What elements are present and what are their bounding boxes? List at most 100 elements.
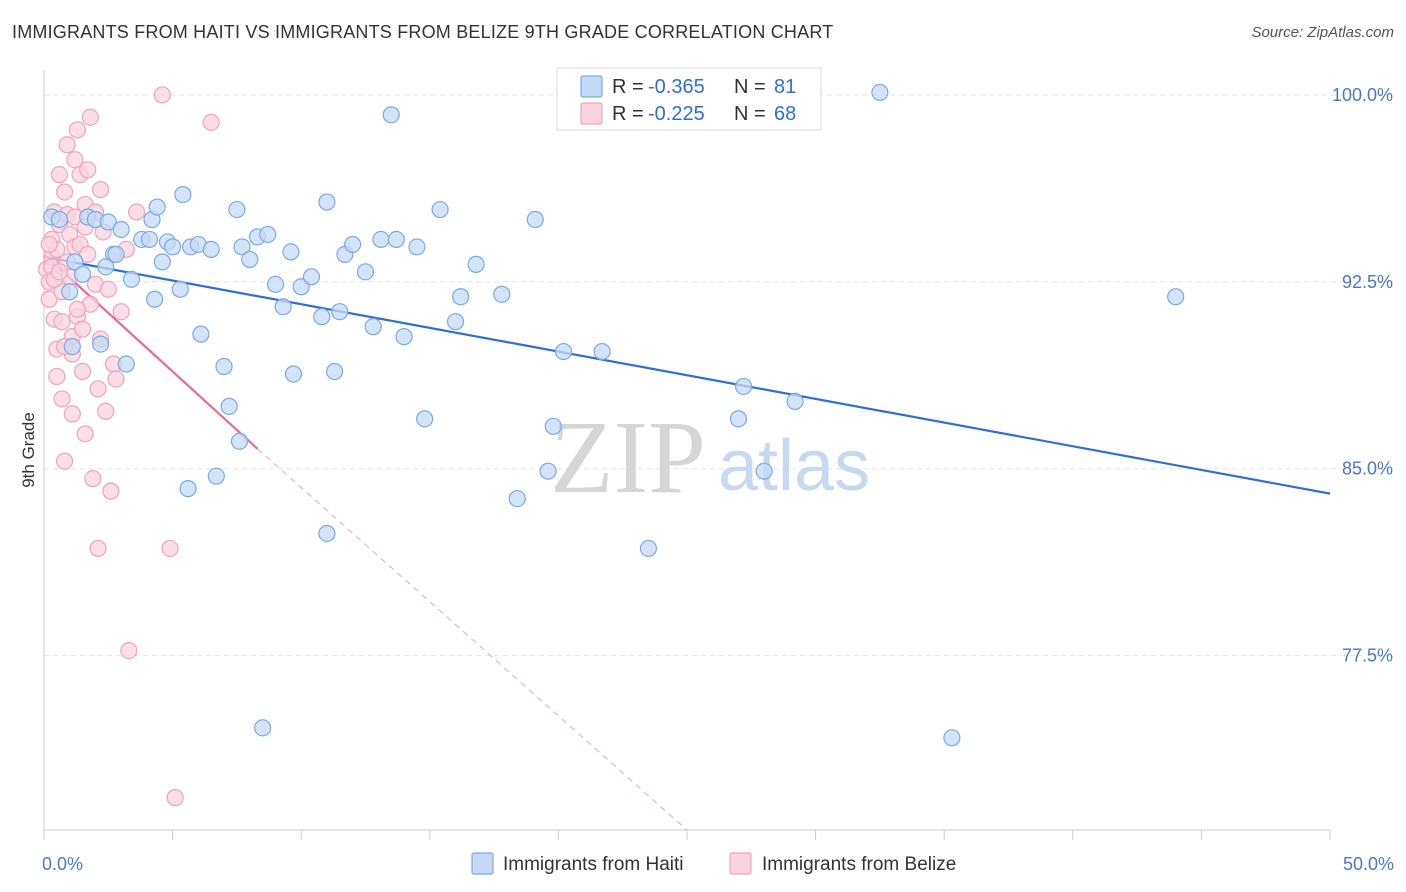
belize-r-label: R = — [612, 103, 644, 125]
belize-legend-swatch — [580, 102, 603, 125]
haiti-point-24 — [192, 325, 210, 343]
belize-point-37 — [81, 108, 99, 126]
trend-line-0 — [43, 255, 1331, 495]
belize-point-65 — [50, 263, 69, 281]
haiti-point-57 — [508, 489, 526, 508]
haiti-n-value: 81 — [774, 76, 796, 98]
haiti-point-77 — [63, 337, 81, 356]
haiti-point-21 — [174, 185, 192, 204]
haiti-point-4 — [73, 265, 92, 283]
belize-point-31 — [73, 320, 92, 338]
haiti-point-45 — [356, 263, 375, 281]
belize-point-16 — [55, 452, 74, 470]
haiti-point-19 — [164, 238, 182, 256]
haiti-point-51 — [416, 410, 434, 428]
haiti-point-2 — [61, 283, 79, 301]
belize-point-52 — [112, 303, 130, 321]
belize-point-43 — [89, 539, 107, 558]
haiti-point-38 — [302, 268, 321, 286]
trend-lines — [43, 253, 1331, 831]
haiti-point-63 — [639, 539, 658, 558]
haiti-point-40 — [318, 193, 336, 211]
y-tick-label-3: 77.5% — [1342, 646, 1393, 666]
haiti-point-42 — [331, 303, 349, 321]
belize-point-44 — [91, 181, 110, 199]
haiti-point-50 — [408, 238, 426, 256]
haiti-point-41 — [326, 362, 344, 381]
belize-point-24 — [66, 151, 84, 169]
haiti-point-10 — [107, 245, 125, 263]
haiti-point-59 — [539, 462, 557, 480]
haiti-point-44 — [344, 235, 362, 254]
belize-series-swatch — [729, 852, 752, 875]
belize-point-15 — [55, 183, 74, 201]
y-tick-labels: 100.0% 92.5% 85.0% 77.5% — [1332, 85, 1393, 666]
belize-point-14 — [53, 390, 71, 408]
haiti-point-78 — [97, 258, 115, 276]
stats-legend: R = -0.365 N = 81 R = -0.225 N = 68 — [556, 67, 822, 131]
x-ticks — [43, 830, 1331, 840]
haiti-point-3 — [66, 253, 84, 271]
haiti-point-65 — [734, 377, 753, 396]
y-tick-label-0: 100.0% — [1332, 85, 1393, 105]
haiti-point-55 — [467, 255, 485, 273]
x-tick-label-1: 50.0% — [1343, 854, 1394, 874]
haiti-point-56 — [493, 285, 511, 303]
haiti-point-62 — [593, 342, 611, 361]
haiti-point-68 — [871, 83, 889, 102]
haiti-point-12 — [122, 270, 141, 288]
haiti-point-79 — [112, 220, 130, 239]
haiti-point-26 — [215, 357, 233, 376]
haiti-point-33 — [266, 275, 285, 293]
trend-line-1 — [43, 253, 259, 450]
haiti-r-value: -0.365 — [648, 76, 705, 98]
haiti-point-74 — [230, 432, 249, 450]
haiti-series-swatch — [471, 852, 494, 875]
haiti-point-76 — [318, 524, 336, 543]
x-tick-label-0: 0.0% — [42, 854, 83, 874]
haiti-point-72 — [179, 480, 197, 498]
y-tick-label-1: 92.5% — [1342, 272, 1393, 292]
belize-points — [37, 86, 220, 807]
haiti-point-66 — [755, 462, 773, 480]
belize-point-13 — [53, 313, 71, 331]
haiti-point-16 — [148, 198, 166, 216]
belize-point-10 — [50, 166, 69, 184]
belize-point-34 — [76, 425, 94, 443]
haiti-point-49 — [395, 328, 413, 346]
belize-point-39 — [84, 470, 102, 488]
haiti-point-54 — [452, 288, 470, 306]
belize-point-9 — [48, 367, 66, 386]
haiti-series-label: Immigrants from Haiti — [503, 854, 684, 875]
haiti-r-label: R = — [612, 76, 644, 98]
haiti-n-label: N = — [734, 76, 766, 98]
gridlines — [44, 94, 1392, 657]
haiti-legend-swatch — [580, 75, 603, 98]
haiti-point-75 — [254, 719, 272, 737]
haiti-point-70 — [1167, 288, 1185, 306]
haiti-point-64 — [729, 410, 748, 428]
haiti-point-69 — [943, 729, 961, 747]
belize-point-36 — [79, 245, 97, 263]
x-tick-labels: 0.0% 50.0% — [42, 854, 1394, 874]
belize-point-35 — [79, 161, 97, 179]
haiti-point-14 — [140, 230, 159, 249]
haiti-point-25 — [202, 240, 220, 259]
belize-point-54 — [120, 641, 138, 660]
belize-point-2 — [40, 290, 58, 308]
haiti-point-34 — [274, 298, 292, 316]
haiti-point-67 — [786, 392, 804, 411]
haiti-point-39 — [313, 308, 331, 326]
haiti-point-20 — [171, 280, 189, 298]
belize-point-56 — [153, 86, 171, 104]
y-axis-title: 9th Grade — [19, 412, 38, 488]
source-label: Source: ZipAtlas.com — [1251, 24, 1394, 41]
belize-point-59 — [202, 113, 220, 131]
belize-n-label: N = — [734, 103, 766, 125]
haiti-point-29 — [233, 238, 251, 256]
haiti-point-17 — [153, 253, 171, 271]
haiti-point-48 — [387, 230, 405, 249]
belize-point-66 — [68, 300, 87, 318]
haiti-point-58 — [526, 210, 544, 229]
haiti-point-47 — [372, 230, 390, 249]
